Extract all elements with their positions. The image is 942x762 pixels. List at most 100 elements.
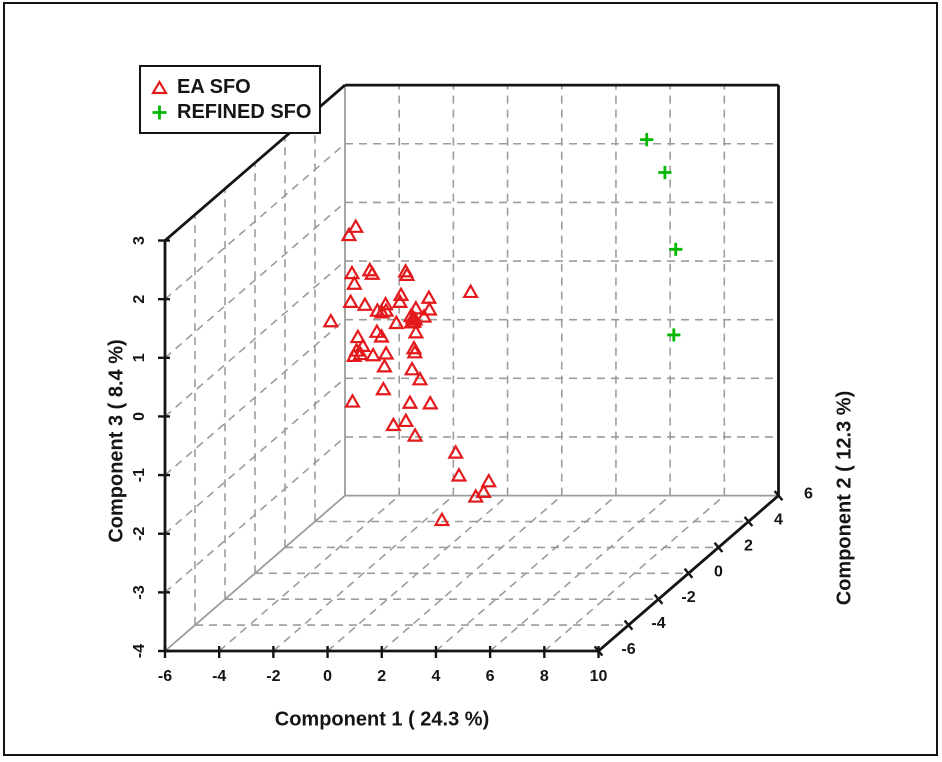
data-point-plus xyxy=(658,165,672,180)
data-point-triangle xyxy=(467,488,485,503)
data-point-triangle xyxy=(363,265,381,280)
data-point-triangle xyxy=(391,293,409,308)
legend-plus-icon xyxy=(141,104,177,121)
data-point-triangle xyxy=(480,472,498,488)
x-axis-tick-label: -4 xyxy=(212,668,226,685)
z-axis-tick-label: -3 xyxy=(131,585,148,599)
data-point-triangle xyxy=(377,345,395,360)
y-axis-tick xyxy=(683,567,694,579)
data-point-plus xyxy=(640,133,654,147)
gridline-floor-x xyxy=(327,494,509,652)
y-axis-tick xyxy=(743,516,754,527)
z-axis-tick-label: 1 xyxy=(131,353,148,362)
edge-floor-left xyxy=(164,494,346,652)
data-point-triangle xyxy=(421,394,439,410)
x-axis-title: Component 1 ( 24.3 %) xyxy=(274,708,490,731)
x-axis-tick-label: 4 xyxy=(431,668,440,685)
x-axis-tick-label: 2 xyxy=(377,668,386,685)
y-axis-tick-label: 2 xyxy=(744,537,753,554)
y-axis-tick-label: 4 xyxy=(774,512,783,529)
gridline-floor-x xyxy=(543,494,725,652)
y-axis-tick-label: -4 xyxy=(651,615,665,632)
data-point-triangle xyxy=(415,308,433,323)
y-axis-tick xyxy=(713,542,724,553)
data-point-triangle xyxy=(373,304,391,319)
data-point-triangle xyxy=(407,323,425,339)
y-axis-tick xyxy=(653,593,664,605)
data-point-triangle xyxy=(376,357,393,373)
data-point-triangle xyxy=(420,289,438,304)
legend-item-ea-sfo: EA SFO xyxy=(141,75,319,99)
y-axis-tick xyxy=(623,619,634,631)
data-point-triangle xyxy=(462,283,479,299)
data-point-triangle xyxy=(421,301,438,316)
y-axis-tick-label: -2 xyxy=(681,589,695,606)
y-axis-tick-label: -6 xyxy=(621,641,635,658)
z-axis-tick-label: -4 xyxy=(131,644,148,658)
gridline-leftwall-z xyxy=(164,260,346,418)
gridline-floor-x xyxy=(381,494,563,652)
x-axis-tick-label: -2 xyxy=(266,668,280,685)
data-point-triangle xyxy=(447,444,465,459)
y-axis-tick-label: 0 xyxy=(714,563,723,580)
data-point-triangle xyxy=(346,275,363,290)
y-axis-tick xyxy=(593,645,604,657)
data-point-triangle xyxy=(364,346,382,362)
data-point-triangle xyxy=(411,370,429,386)
data-point-triangle xyxy=(397,412,415,428)
z-axis-tick-label: 3 xyxy=(131,236,148,245)
data-point-triangle xyxy=(392,286,410,301)
data-point-triangle xyxy=(347,218,365,233)
gridline-leftwall-z xyxy=(164,201,346,359)
data-point-triangle xyxy=(398,266,416,282)
data-point-triangle xyxy=(405,339,423,355)
x-axis-tick-label: 0 xyxy=(323,668,332,685)
data-point-plus xyxy=(669,242,683,256)
data-point-triangle xyxy=(356,296,374,311)
gridline-floor-x xyxy=(489,494,671,652)
z-axis-tick-label: -2 xyxy=(131,527,148,541)
x-axis-tick-label: -6 xyxy=(158,668,172,685)
x-axis-tick-label: 10 xyxy=(590,668,608,685)
x-axis-tick-label: 6 xyxy=(486,668,495,685)
data-point-triangle xyxy=(401,394,419,409)
data-point-triangle xyxy=(388,314,405,330)
x-axis-tick-label: 8 xyxy=(540,668,549,685)
data-point-triangle xyxy=(406,427,424,442)
y-axis-tick-label: 6 xyxy=(804,486,813,503)
gridline-floor-x xyxy=(272,494,454,652)
data-point-triangle xyxy=(373,328,390,343)
y-axis-title: Component 2 ( 12.3 %) xyxy=(833,390,856,606)
legend-box: EA SFO REFINED SFO xyxy=(139,65,321,134)
data-point-triangle xyxy=(377,295,394,311)
data-point-triangle xyxy=(343,264,361,280)
data-point-plus xyxy=(667,328,681,342)
data-point-triangle xyxy=(375,380,392,396)
data-point-triangle xyxy=(349,328,367,344)
data-point-triangle xyxy=(342,293,359,308)
data-point-triangle xyxy=(344,393,361,408)
z-axis-tick-label: -1 xyxy=(131,468,148,482)
data-point-triangle xyxy=(406,343,424,359)
data-point-triangle xyxy=(322,312,340,328)
data-point-triangle xyxy=(377,302,395,317)
z-axis-tick-label: 0 xyxy=(131,412,148,421)
data-point-triangle xyxy=(433,511,451,527)
data-point-triangle xyxy=(403,360,421,376)
legend-item-refined-sfo: REFINED SFO xyxy=(141,100,319,124)
data-point-triangle xyxy=(345,347,363,362)
gridline-floor-x xyxy=(435,494,617,652)
data-point-triangle xyxy=(450,467,468,482)
gridline-floor-x xyxy=(218,494,400,652)
data-point-triangle xyxy=(475,483,492,498)
data-point-triangle xyxy=(385,416,402,432)
z-axis-title: Component 3 ( 8.4 %) xyxy=(105,339,128,543)
legend-label-refined-sfo: REFINED SFO xyxy=(177,100,312,123)
data-point-triangle xyxy=(340,226,358,242)
legend-label-ea-sfo: EA SFO xyxy=(177,75,251,98)
y-axis-tick xyxy=(773,490,784,501)
legend-triangle-icon xyxy=(141,79,177,95)
